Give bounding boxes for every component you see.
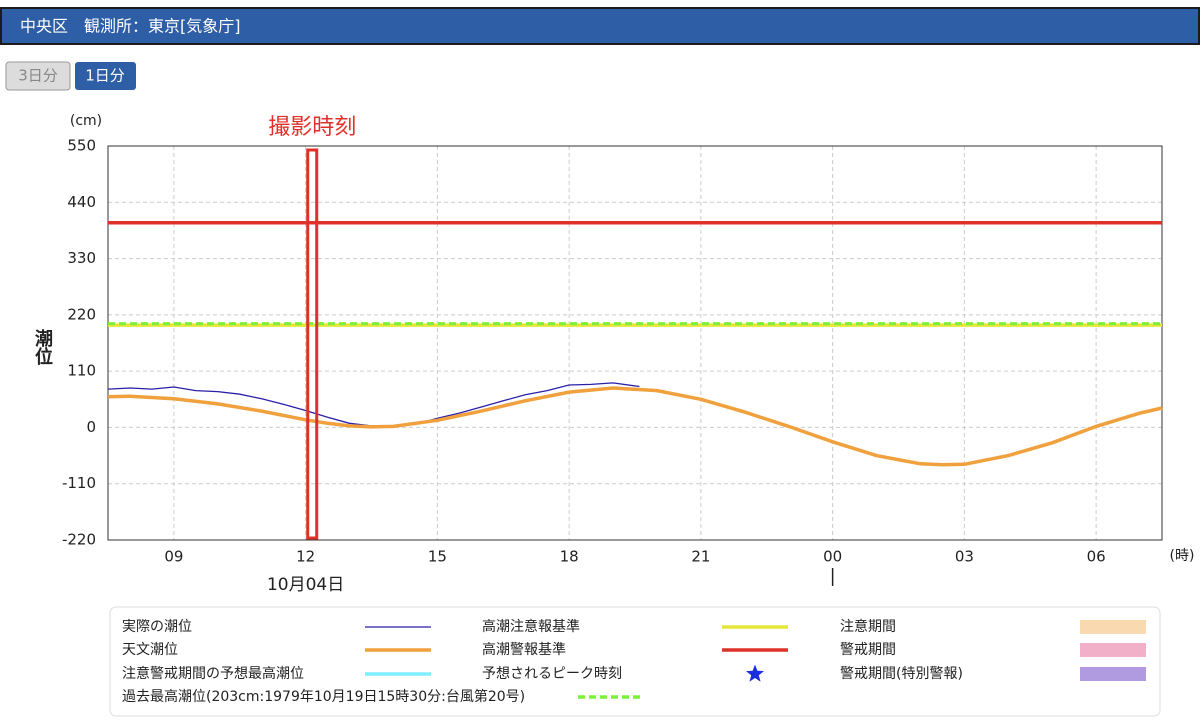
legend-label: 警戒期間(特別警報) — [840, 666, 963, 682]
series-line — [107, 386, 1163, 467]
y-label: 潮位 — [32, 329, 53, 366]
header-bar — [0, 7, 1200, 45]
y-tick-label: 440 — [67, 193, 96, 211]
legend-label: 高潮警報基準 — [482, 641, 566, 658]
annotation-box — [306, 148, 319, 540]
x-tick-label: 21 — [691, 548, 710, 566]
button[interactable] — [75, 62, 136, 90]
x-tick-label: 18 — [560, 548, 579, 566]
legend-label: 天文潮位 — [122, 642, 178, 658]
annotation-text: 撮影時刻 — [268, 115, 356, 140]
x-unit: (時) — [1170, 548, 1195, 564]
plot-frame — [107, 145, 1163, 541]
legend-label: 警戒期間 — [840, 642, 896, 658]
legend-label: 注意警戒期間の予想最高潮位 — [122, 665, 304, 682]
series-line — [107, 382, 640, 427]
header-title: 中央区 観測所：東京[気象庁] — [20, 17, 241, 36]
y-tick-label: 110 — [67, 362, 96, 380]
x-tick-label: 06 — [1087, 548, 1106, 566]
y-tick-label: 0 — [86, 418, 96, 436]
button[interactable] — [5, 61, 71, 91]
legend-box — [109, 606, 1161, 717]
legend-swatch — [1080, 667, 1146, 681]
y-tick-label: -220 — [62, 531, 96, 549]
legend-label: 高潮注意報基準 — [482, 618, 580, 635]
legend-label: 過去最高潮位(203cm:1979年10月19日15時30分:台風第20号) — [122, 688, 525, 705]
y-tick-label: 330 — [67, 249, 96, 267]
legend-label: 実際の潮位 — [122, 619, 192, 635]
x-tick-label: 09 — [164, 548, 183, 566]
x-tick-label: 00 — [823, 548, 842, 566]
legend-star — [746, 664, 764, 682]
y-unit: (cm) — [70, 113, 102, 129]
x-tick-label: 15 — [428, 548, 447, 566]
button-label[interactable]: 1日分 — [85, 67, 125, 85]
y-tick-label: 550 — [67, 137, 96, 155]
legend-swatch — [1080, 620, 1146, 634]
legend-swatch — [1080, 643, 1146, 657]
x-tick-label: 12 — [296, 548, 315, 566]
date-label: 10月04日 — [267, 575, 344, 595]
legend-label: 予想されるピーク時刻 — [482, 666, 622, 682]
legend-label: 注意期間 — [840, 618, 896, 635]
y-tick-label: 220 — [67, 305, 96, 323]
button-label[interactable]: 3日分 — [18, 67, 58, 85]
x-tick-label: 03 — [955, 548, 974, 566]
y-tick-label: -110 — [62, 474, 96, 492]
